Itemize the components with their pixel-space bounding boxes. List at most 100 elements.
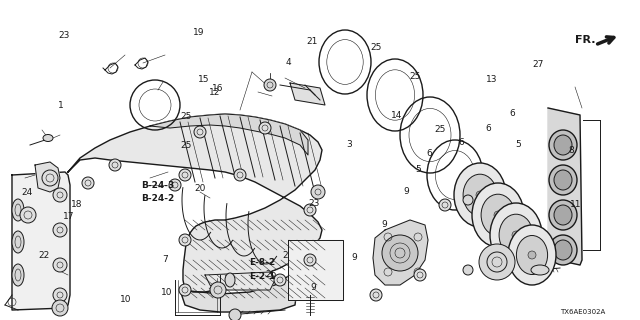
Ellipse shape [499, 214, 533, 256]
Text: 10: 10 [161, 288, 172, 297]
Circle shape [82, 177, 94, 189]
Text: 9: 9 [351, 253, 356, 262]
Circle shape [311, 185, 325, 199]
Polygon shape [150, 114, 308, 155]
Text: 4: 4 [285, 58, 291, 67]
Text: 1: 1 [58, 101, 63, 110]
Ellipse shape [43, 134, 53, 141]
Circle shape [512, 231, 520, 239]
Text: 6: 6 [509, 109, 515, 118]
Ellipse shape [472, 183, 524, 247]
Circle shape [264, 79, 276, 91]
Text: B-24-3: B-24-3 [141, 181, 174, 190]
Text: 6: 6 [458, 138, 463, 147]
Text: 2: 2 [282, 252, 287, 260]
Text: B-24-2: B-24-2 [141, 194, 174, 203]
Text: 9: 9 [311, 284, 316, 292]
Circle shape [179, 284, 191, 296]
Circle shape [53, 188, 67, 202]
Circle shape [382, 235, 418, 271]
Text: 9: 9 [381, 220, 387, 228]
Circle shape [53, 223, 67, 237]
Text: 10: 10 [120, 295, 132, 304]
Circle shape [210, 282, 226, 298]
Ellipse shape [531, 265, 549, 275]
Text: 6: 6 [426, 149, 431, 158]
Text: 26: 26 [265, 270, 276, 279]
Text: 3: 3 [346, 140, 351, 148]
Text: 12: 12 [209, 88, 220, 97]
Ellipse shape [549, 130, 577, 160]
Text: 17: 17 [63, 212, 75, 220]
Circle shape [179, 169, 191, 181]
Text: 20: 20 [195, 184, 206, 193]
Text: 16: 16 [212, 84, 223, 93]
Circle shape [439, 199, 451, 211]
Circle shape [179, 234, 191, 246]
Ellipse shape [508, 225, 556, 285]
Circle shape [229, 309, 241, 320]
Polygon shape [12, 172, 70, 310]
Text: 9: 9 [404, 187, 409, 196]
Circle shape [414, 269, 426, 281]
Polygon shape [180, 265, 300, 312]
Ellipse shape [463, 174, 497, 216]
Circle shape [479, 244, 515, 280]
Ellipse shape [549, 200, 577, 230]
Text: 18: 18 [71, 200, 83, 209]
Text: 25: 25 [180, 112, 191, 121]
Polygon shape [373, 220, 428, 285]
Ellipse shape [12, 231, 24, 253]
Ellipse shape [554, 240, 572, 260]
Circle shape [259, 122, 271, 134]
Ellipse shape [12, 264, 24, 286]
Circle shape [370, 289, 382, 301]
Circle shape [528, 251, 536, 259]
Text: 25: 25 [409, 72, 420, 81]
Text: 25: 25 [371, 43, 382, 52]
Text: 25: 25 [180, 141, 191, 150]
Ellipse shape [481, 194, 515, 236]
Text: 8: 8 [569, 146, 574, 155]
Polygon shape [68, 114, 322, 292]
Text: 5: 5 [516, 140, 521, 148]
Ellipse shape [549, 165, 577, 195]
Circle shape [20, 207, 36, 223]
Text: 23: 23 [308, 199, 319, 208]
Ellipse shape [225, 273, 235, 287]
Text: TX6AE0302A: TX6AE0302A [560, 309, 605, 315]
Ellipse shape [516, 236, 548, 275]
Ellipse shape [454, 163, 506, 227]
Text: 25: 25 [435, 125, 446, 134]
Circle shape [109, 159, 121, 171]
Text: 7: 7 [163, 255, 168, 264]
Text: 14: 14 [391, 111, 403, 120]
Text: 24: 24 [21, 188, 33, 196]
Ellipse shape [554, 135, 572, 155]
Text: 15: 15 [198, 75, 209, 84]
Circle shape [169, 179, 181, 191]
Circle shape [463, 195, 473, 205]
Text: 11: 11 [570, 200, 582, 209]
Text: E-2-1: E-2-1 [250, 272, 276, 281]
Text: 27: 27 [532, 60, 543, 68]
Circle shape [494, 211, 502, 219]
Text: 23: 23 [58, 31, 70, 40]
Polygon shape [35, 162, 60, 192]
Ellipse shape [12, 199, 24, 221]
Text: 22: 22 [38, 252, 49, 260]
Circle shape [53, 288, 67, 302]
Polygon shape [290, 83, 325, 105]
Text: FR.: FR. [575, 35, 595, 45]
Ellipse shape [549, 235, 577, 265]
Ellipse shape [554, 170, 572, 190]
Circle shape [476, 191, 484, 199]
Polygon shape [288, 240, 343, 300]
Circle shape [304, 204, 316, 216]
Circle shape [304, 254, 316, 266]
Text: E-8-2: E-8-2 [250, 258, 276, 267]
Circle shape [234, 169, 246, 181]
Text: 5: 5 [415, 165, 420, 174]
Polygon shape [205, 272, 275, 290]
Text: 6: 6 [486, 124, 491, 132]
